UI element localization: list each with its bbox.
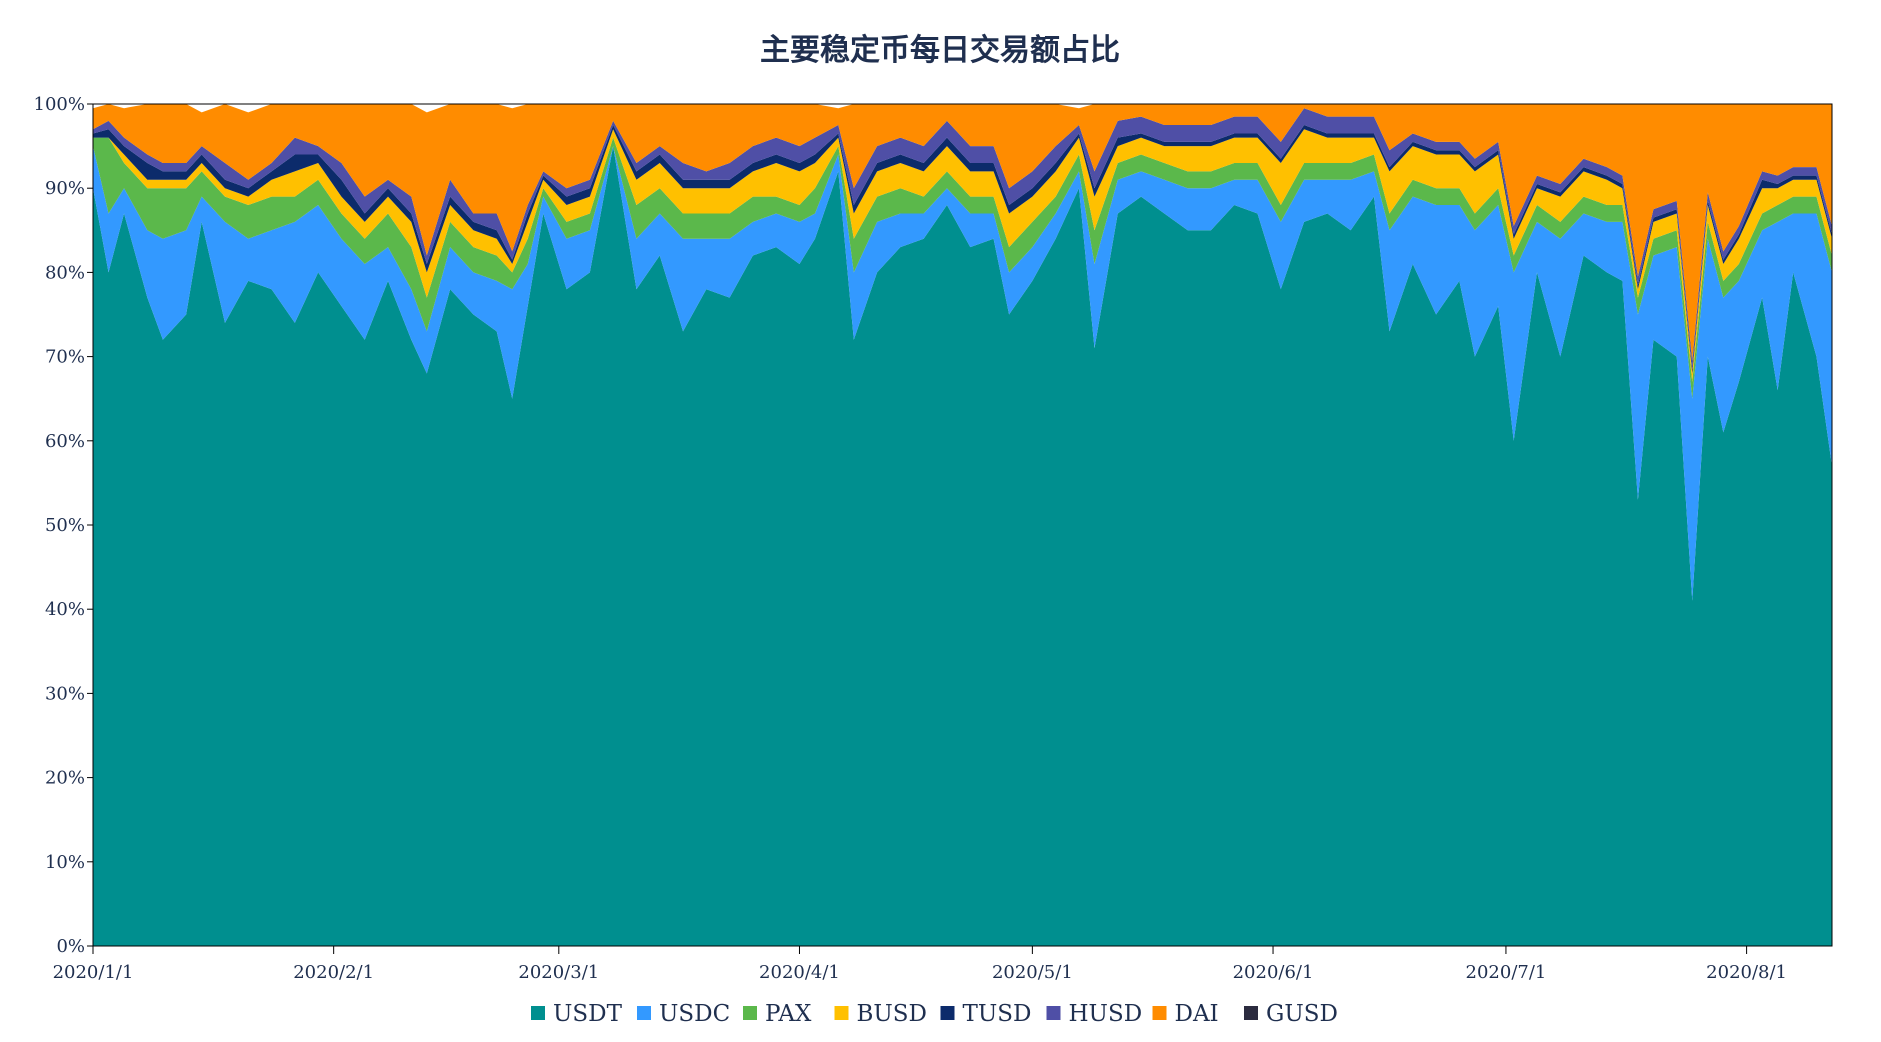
x-tick-label: 2020/8/1: [1706, 962, 1787, 983]
plot-areas: [92, 103, 1833, 947]
legend: USDT USDC PAX BUSD TUSD HUSD DAI GUSD: [531, 1001, 1338, 1027]
legend-label-usdc: USDC: [659, 1001, 730, 1027]
y-axis: 0% 10% 20% 30% 40% 50% 60% 70% 80% 90% 100%: [34, 94, 93, 957]
area-usdt: [93, 146, 1832, 947]
legend-label-husd: HUSD: [1069, 1001, 1143, 1027]
legend-label-usdt: USDT: [553, 1001, 623, 1027]
area-dai: [93, 104, 1832, 361]
legend-swatch-busd: [834, 1006, 849, 1020]
x-tick-label: 2020/1/1: [53, 962, 134, 983]
y-tick-label: 70%: [45, 347, 85, 368]
x-axis: 2020/1/1 2020/2/1 2020/3/1 2020/4/1 2020/5/1…: [53, 946, 1787, 983]
area-busd: [93, 129, 1832, 382]
legend-label-gusd: GUSD: [1266, 1001, 1338, 1027]
y-tick-label: 20%: [45, 768, 85, 789]
x-tick-label: 2020/4/1: [759, 962, 840, 983]
chart-title: 主要稳定币每日交易额占比: [760, 33, 1120, 68]
y-tick-label: 60%: [45, 431, 85, 452]
y-tick-label: 100%: [34, 94, 85, 115]
y-tick-label: 0%: [56, 936, 85, 957]
legend-swatch-gusd: [1244, 1006, 1258, 1020]
legend-label-tusd: TUSD: [963, 1001, 1032, 1027]
legend-swatch-pax: [743, 1006, 757, 1020]
y-tick-label: 50%: [45, 515, 85, 536]
area-pax: [93, 137, 1832, 399]
area-usdc: [93, 146, 1832, 601]
y-tick-label: 80%: [45, 262, 85, 283]
legend-label-busd: BUSD: [857, 1001, 927, 1027]
x-tick-label: 2020/5/1: [992, 962, 1073, 983]
x-tick-label: 2020/2/1: [293, 962, 374, 983]
legend-swatch-usdc: [637, 1006, 651, 1020]
y-tick-label: 10%: [45, 852, 85, 873]
y-tick-label: 30%: [45, 683, 85, 704]
legend-swatch-husd: [1046, 1006, 1061, 1020]
legend-swatch-usdt: [531, 1006, 545, 1020]
x-tick-label: 2020/7/1: [1466, 962, 1547, 983]
y-tick-label: 90%: [45, 178, 85, 199]
legend-label-pax: PAX: [765, 1001, 812, 1027]
legend-swatch-tusd: [940, 1006, 955, 1020]
x-tick-label: 2020/6/1: [1233, 962, 1314, 983]
x-tick-label: 2020/3/1: [518, 962, 599, 983]
legend-swatch-dai: [1152, 1006, 1167, 1020]
legend-label-dai: DAI: [1175, 1001, 1219, 1027]
y-tick-label: 40%: [45, 599, 85, 620]
